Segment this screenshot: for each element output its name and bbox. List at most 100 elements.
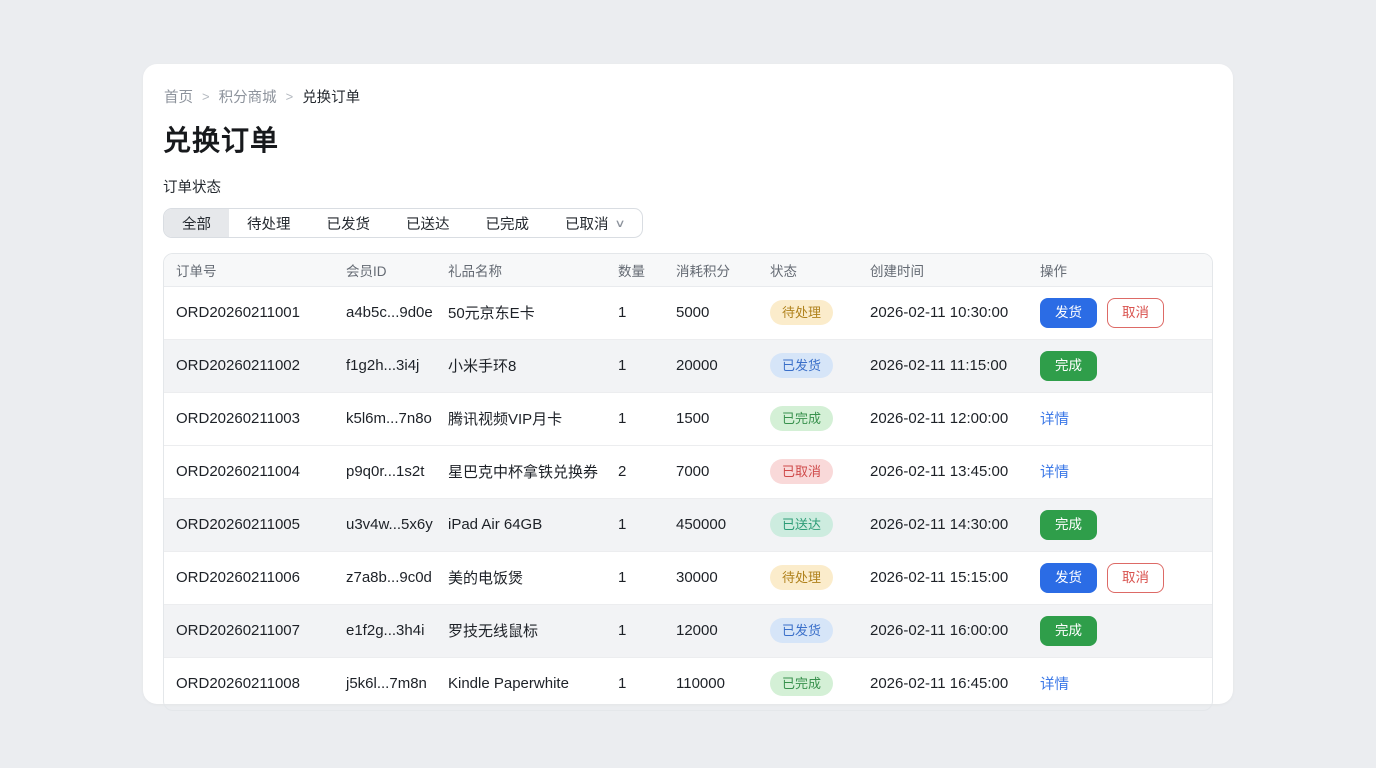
status-badge: 已送达 xyxy=(770,512,834,537)
points-cell: 110000 xyxy=(676,675,725,693)
points-cell: 5000 xyxy=(664,286,758,340)
tab-label: 已完成 xyxy=(485,216,530,233)
member-id-cell: k5l6m...7n8o xyxy=(334,392,436,446)
member-id-cell: f1g2h...3i4j xyxy=(334,339,436,393)
gift-name-cell: 星巴克中杯拿铁兑换券 xyxy=(436,445,606,499)
actions-group: 发货 取消 xyxy=(1040,562,1200,593)
status-cell: 待处理 xyxy=(758,551,858,605)
table-row: ORD20260211008 j5k6l...7m8n Kindle Paperwh… xyxy=(164,657,1212,710)
quantity-cell: 2 xyxy=(606,445,664,499)
complete-button[interactable]: 完成 xyxy=(1040,350,1097,381)
gift-name-cell: 小米手环8 xyxy=(436,339,606,393)
ship-button[interactable]: 发货 xyxy=(1040,297,1097,328)
content-card: 首页 > 积分商城 > 兑换订单 兑换订单 订单状态 全部 待处理 已发货 已送达 已完成 已取消… xyxy=(143,64,1233,711)
column-header: 订单号 xyxy=(164,254,334,287)
chevron-down-icon: ∨ xyxy=(613,217,626,230)
detail-link[interactable]: 详情 xyxy=(1040,465,1069,481)
cancel-button[interactable]: 取消 xyxy=(1107,297,1164,328)
status-cell: 已完成 xyxy=(758,657,858,710)
breadcrumb: 首页 > 积分商城 > 兑换订单 xyxy=(163,86,1213,107)
actions-cell: 发货 取消 xyxy=(1028,286,1212,340)
quantity-cell: 1 xyxy=(606,339,664,393)
order-id-cell: ORD20260211005 xyxy=(164,498,334,552)
quantity-cell: 1 xyxy=(606,286,664,340)
actions-cell: 发货 取消 xyxy=(1028,551,1212,605)
order-id-cell: ORD20260211007 xyxy=(164,604,334,658)
detail-link[interactable]: 详情 xyxy=(1040,677,1069,694)
status-badge: 已完成 xyxy=(770,406,834,431)
tab-已完成[interactable]: 已完成 xyxy=(468,209,548,237)
status-badge: 待处理 xyxy=(770,300,834,325)
gift-name-cell: 罗技无线鼠标 xyxy=(436,604,606,658)
breadcrumb-item[interactable]: 积分商城 xyxy=(218,90,277,106)
table-row: ORD20260211006 z7a8b...9c0d 美的电饭煲 1 30000 待处理… xyxy=(164,551,1212,605)
cancel-button[interactable]: 取消 xyxy=(1107,562,1164,593)
actions-cell: 完成 xyxy=(1028,498,1212,552)
gift-name-cell: iPad Air 64GB xyxy=(436,498,606,552)
breadcrumb-item[interactable]: 首页 xyxy=(164,90,193,106)
table-row: ORD20260211007 e1f2g...3h4i 罗技无线鼠标 1 12000 已发… xyxy=(164,604,1212,658)
status-badge: 已发货 xyxy=(770,353,834,378)
complete-button[interactable]: 完成 xyxy=(1040,509,1097,540)
actions-group: 详情 xyxy=(1040,461,1200,482)
detail-link[interactable]: 详情 xyxy=(1040,412,1069,428)
tab-已取消[interactable]: 已取消 ∨ xyxy=(547,209,642,237)
points-cell: 12000 xyxy=(664,604,758,658)
orders-table: 订单号 会员ID 礼品名称 数量 消耗积分 状态 创建时间 操作 ORD20260211001… xyxy=(163,253,1213,711)
tab-已送达[interactable]: 已送达 xyxy=(388,209,468,237)
quantity-cell: 1 xyxy=(606,551,664,605)
actions-group: 发货 取消 xyxy=(1040,297,1200,328)
quantity-cell: 1 xyxy=(618,675,627,693)
status-badge: 已发货 xyxy=(770,618,834,643)
complete-button[interactable]: 完成 xyxy=(1040,615,1097,646)
order-status-label: 订单状态 xyxy=(163,180,221,196)
quantity-cell: 1 xyxy=(606,604,664,658)
order-id-cell: ORD20260211008 xyxy=(176,675,300,693)
tab-label: 已取消 xyxy=(565,216,609,233)
status-tabs: 全部 待处理 已发货 已送达 已完成 已取消 ∨ xyxy=(163,208,643,238)
column-header: 会员ID xyxy=(334,254,436,287)
actions-cell: 详情 xyxy=(1028,392,1212,446)
column-header: 消耗积分 xyxy=(664,254,758,287)
column-header: 创建时间 xyxy=(858,254,1028,287)
gift-name-cell: 腾讯视频VIP月卡 xyxy=(436,392,606,446)
status-cell: 已发货 xyxy=(758,604,858,658)
actions-cell: 完成 xyxy=(1028,604,1212,658)
created-time-cell: 2026-02-11 12:00:00 xyxy=(858,392,1028,446)
tab-label: 已发货 xyxy=(326,216,371,233)
breadcrumb-separator-icon: > xyxy=(202,89,210,104)
tab-待处理[interactable]: 待处理 xyxy=(229,209,309,237)
ship-button[interactable]: 发货 xyxy=(1040,562,1097,593)
status-badge: 已完成 xyxy=(770,671,834,697)
column-header: 状态 xyxy=(758,254,858,287)
member-id-cell: p9q0r...1s2t xyxy=(334,445,436,499)
member-id-cell: e1f2g...3h4i xyxy=(334,604,436,658)
table-row: ORD20260211003 k5l6m...7n8o 腾讯视频VIP月卡 1 1500… xyxy=(164,392,1212,446)
points-cell: 7000 xyxy=(664,445,758,499)
member-id-cell: u3v4w...5x6y xyxy=(334,498,436,552)
created-time-cell: 2026-02-11 16:45:00 xyxy=(870,675,1009,693)
actions-cell: 详情 xyxy=(1028,657,1212,710)
actions-group: 完成 xyxy=(1040,509,1200,540)
quantity-cell: 1 xyxy=(606,392,664,446)
status-cell: 待处理 xyxy=(758,286,858,340)
actions-group: 完成 xyxy=(1040,615,1200,646)
points-cell: 1500 xyxy=(664,392,758,446)
member-id-cell: j5k6l...7m8n xyxy=(346,675,427,693)
points-cell: 30000 xyxy=(664,551,758,605)
quantity-cell: 1 xyxy=(606,498,664,552)
page-title: 兑换订单 xyxy=(163,125,280,156)
gift-name-cell: Kindle Paperwhite xyxy=(448,675,569,693)
tab-label: 全部 xyxy=(182,216,211,233)
order-id-cell: ORD20260211004 xyxy=(164,445,334,499)
created-time-cell: 2026-02-11 11:15:00 xyxy=(858,339,1028,393)
created-time-cell: 2026-02-11 16:00:00 xyxy=(858,604,1028,658)
table-row: ORD20260211001 a4b5c...9d0e 50元京东E卡 1 5000 待处… xyxy=(164,286,1212,340)
actions-cell: 完成 xyxy=(1028,339,1212,393)
points-cell: 20000 xyxy=(664,339,758,393)
tab-已发货[interactable]: 已发货 xyxy=(309,209,389,237)
created-time-cell: 2026-02-11 15:15:00 xyxy=(858,551,1028,605)
member-id-cell: a4b5c...9d0e xyxy=(334,286,436,340)
table-row: ORD20260211002 f1g2h...3i4j 小米手环8 1 20000 已发货… xyxy=(164,339,1212,393)
tab-全部[interactable]: 全部 xyxy=(164,209,229,237)
